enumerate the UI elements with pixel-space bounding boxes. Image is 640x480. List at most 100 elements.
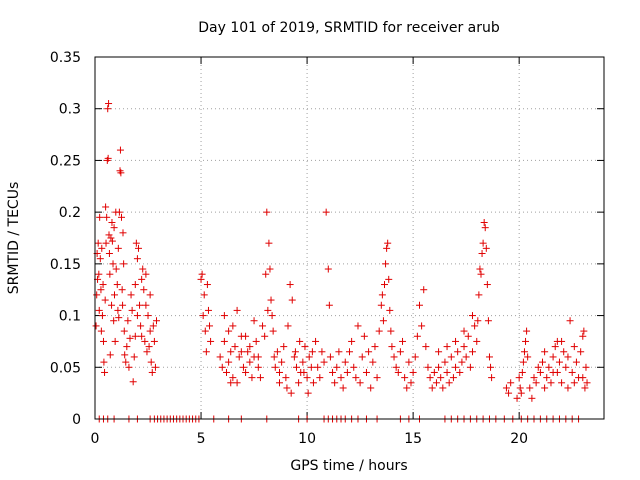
data-point (388, 343, 396, 351)
data-point (320, 358, 328, 366)
data-point (140, 286, 148, 294)
y-tick-label: 0.35 (50, 50, 81, 66)
data-point (115, 208, 123, 216)
data-point (456, 368, 464, 376)
data-point (111, 291, 119, 299)
data-point (401, 374, 409, 382)
data-point (120, 260, 128, 268)
data-point (382, 260, 390, 268)
data-point (518, 368, 526, 376)
data-point (564, 353, 572, 361)
data-point (104, 154, 112, 162)
data-point (287, 389, 295, 397)
data-point (283, 384, 291, 392)
data-point (114, 306, 122, 314)
data-point (110, 224, 118, 232)
data-point (220, 312, 228, 320)
data-point (316, 374, 324, 382)
data-point (445, 379, 453, 387)
data-point (149, 322, 157, 330)
y-tick-label: 0.1 (59, 309, 81, 325)
data-point (348, 337, 356, 345)
data-point (114, 244, 122, 252)
data-point (482, 244, 490, 252)
data-point (276, 368, 284, 376)
data-point (377, 301, 385, 309)
data-point (262, 270, 270, 278)
data-point (120, 327, 128, 335)
data-point (399, 337, 407, 345)
data-point (267, 296, 275, 304)
data-point (477, 270, 485, 278)
data-point (426, 374, 434, 382)
data-point (303, 374, 311, 382)
data-point (233, 379, 241, 387)
data-point (107, 234, 115, 242)
data-point (148, 368, 156, 376)
data-point (392, 363, 400, 371)
y-tick-label: 0.25 (50, 153, 81, 169)
data-point (568, 368, 576, 376)
data-point (254, 363, 262, 371)
data-point (95, 306, 103, 314)
data-point (153, 317, 161, 325)
data-point (324, 265, 332, 273)
data-point (122, 358, 130, 366)
data-point (108, 301, 116, 309)
data-point (199, 312, 207, 320)
data-point (475, 291, 483, 299)
data-point (265, 239, 273, 247)
data-point (307, 363, 315, 371)
data-point (280, 343, 288, 351)
data-point (147, 358, 155, 366)
data-points (92, 100, 591, 423)
data-point (105, 250, 113, 258)
data-point (350, 363, 358, 371)
data-point (534, 363, 542, 371)
data-point (551, 343, 559, 351)
data-point (387, 327, 395, 335)
x-tick-label: 15 (404, 431, 422, 447)
data-point (460, 327, 468, 335)
data-point (244, 348, 252, 356)
data-point (564, 384, 572, 392)
data-point (462, 353, 470, 361)
data-point (264, 306, 272, 314)
data-point (469, 348, 477, 356)
data-point (109, 260, 117, 268)
data-point (231, 343, 239, 351)
data-point (331, 379, 339, 387)
data-point (284, 322, 292, 330)
data-point (383, 244, 391, 252)
data-point (516, 384, 524, 392)
data-point (136, 301, 144, 309)
data-point (138, 332, 146, 340)
data-point (198, 270, 206, 278)
data-point (473, 337, 481, 345)
data-point (418, 322, 426, 330)
data-point (356, 379, 364, 387)
data-point (292, 363, 300, 371)
data-point (101, 296, 109, 304)
y-tick-labels: 0 0.05 0.1 0.15 0.2 0.25 0.3 0.35 (50, 50, 81, 428)
data-point (142, 301, 150, 309)
data-point (309, 379, 317, 387)
data-point (304, 389, 312, 397)
data-point (403, 384, 411, 392)
data-point (360, 332, 368, 340)
data-point (367, 384, 375, 392)
data-point (207, 337, 215, 345)
data-point (128, 306, 136, 314)
data-point (268, 312, 276, 320)
data-point (476, 265, 484, 273)
data-point (110, 317, 118, 325)
data-point (216, 353, 224, 361)
data-point (469, 312, 477, 320)
data-point (93, 291, 101, 299)
data-point (142, 270, 150, 278)
data-point (269, 327, 277, 335)
data-point (278, 358, 286, 366)
data-point (447, 353, 455, 361)
x-tick-label: 5 (197, 431, 206, 447)
